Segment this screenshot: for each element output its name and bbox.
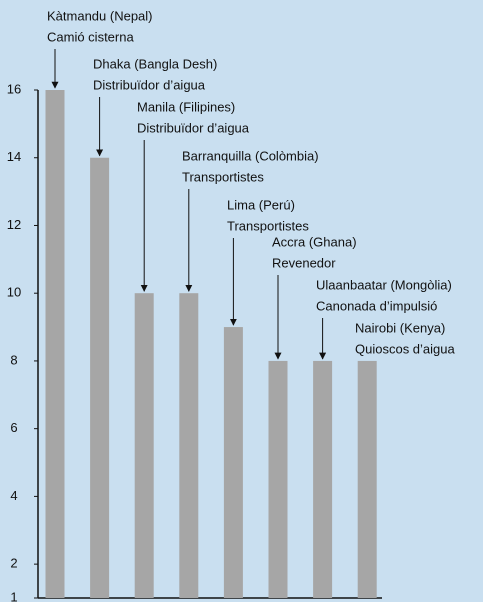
bar xyxy=(357,360,377,598)
bar-label: Dhaka (Bangla Desh) xyxy=(93,56,217,71)
bar xyxy=(268,360,288,598)
y-tick-label: 16 xyxy=(7,81,21,96)
bar-label: Lima (Perú) xyxy=(227,197,295,212)
bar-sublabel: Transportistes xyxy=(182,169,264,184)
bar-label: Kàtmandu (Nepal) xyxy=(47,8,153,23)
bar-label: Accra (Ghana) xyxy=(272,234,357,249)
bar-label: Barranquilla (Colòmbia) xyxy=(182,148,319,163)
y-tick-label: 1 xyxy=(10,589,17,602)
y-tick-label: 8 xyxy=(10,352,17,367)
bar-sublabel: Quioscos d’aigua xyxy=(355,341,455,356)
bar-sublabel: Transportistes xyxy=(227,218,309,233)
bar xyxy=(45,90,65,598)
bar xyxy=(223,327,243,598)
y-tick-label: 14 xyxy=(7,149,21,164)
bar xyxy=(90,157,110,598)
bar-sublabel: Distribuïdor d’aigua xyxy=(137,120,250,135)
bar-sublabel: Revenedor xyxy=(272,255,336,270)
bar-sublabel: Camió cisterna xyxy=(47,29,134,44)
bar-sublabel: Canonada d’impulsió xyxy=(316,298,437,313)
y-tick-label: 12 xyxy=(7,217,21,232)
bar xyxy=(313,360,333,598)
bar xyxy=(134,293,154,598)
bar-label: Nairobi (Kenya) xyxy=(355,320,445,335)
bar-label: Ulaanbaatar (Mongòlia) xyxy=(316,277,452,292)
y-tick-label: 4 xyxy=(10,488,17,503)
y-tick-label: 6 xyxy=(10,420,17,435)
bar xyxy=(179,293,199,598)
bar-label: Manila (Filipines) xyxy=(137,99,235,114)
bar-sublabel: Distribuïdor d’aigua xyxy=(93,77,206,92)
y-tick-label: 10 xyxy=(7,285,21,300)
y-tick-label: 2 xyxy=(10,556,17,571)
